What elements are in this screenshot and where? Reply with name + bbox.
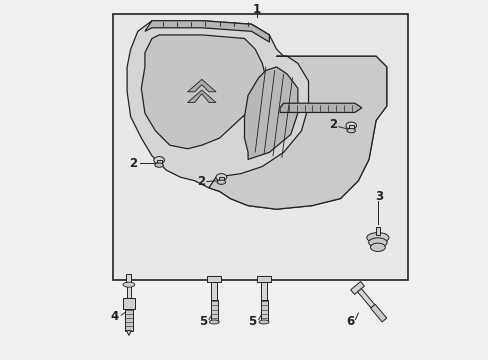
Bar [350, 282, 364, 294]
Text: 3: 3 [375, 190, 383, 203]
Bar [357, 289, 374, 308]
Bar [257, 276, 270, 282]
Ellipse shape [217, 180, 225, 184]
Bar [113, 14, 407, 280]
FancyBboxPatch shape [122, 298, 135, 309]
Ellipse shape [370, 243, 385, 251]
Ellipse shape [216, 174, 226, 181]
Polygon shape [127, 21, 386, 209]
Polygon shape [187, 90, 216, 103]
Ellipse shape [155, 163, 163, 167]
Bar [126, 274, 131, 286]
Polygon shape [144, 21, 269, 42]
Ellipse shape [259, 320, 268, 324]
Text: 2: 2 [129, 157, 137, 170]
Ellipse shape [345, 122, 356, 129]
Bar [210, 300, 217, 322]
Polygon shape [208, 56, 386, 209]
Bar [219, 177, 224, 182]
Ellipse shape [346, 129, 355, 133]
Text: 5: 5 [248, 315, 256, 328]
Bar [124, 309, 133, 330]
Polygon shape [141, 35, 269, 149]
Bar [261, 282, 266, 300]
Ellipse shape [122, 282, 135, 287]
Bar [211, 282, 217, 300]
Ellipse shape [154, 157, 164, 164]
Bar [156, 160, 162, 165]
Bar [207, 276, 221, 282]
Text: 4: 4 [110, 310, 119, 323]
Text: 2: 2 [197, 175, 205, 188]
Polygon shape [244, 67, 297, 159]
Polygon shape [126, 330, 131, 336]
Bar [370, 304, 386, 322]
Bar [260, 300, 267, 322]
Polygon shape [187, 79, 216, 92]
Bar [348, 125, 353, 131]
Ellipse shape [368, 238, 386, 247]
Text: 1: 1 [252, 3, 261, 16]
Bar [375, 228, 379, 235]
Bar [126, 285, 131, 298]
Text: 2: 2 [329, 118, 337, 131]
Ellipse shape [209, 320, 219, 324]
Text: 5: 5 [198, 315, 206, 328]
Ellipse shape [366, 233, 388, 243]
Text: 6: 6 [346, 315, 354, 328]
Polygon shape [280, 103, 361, 112]
